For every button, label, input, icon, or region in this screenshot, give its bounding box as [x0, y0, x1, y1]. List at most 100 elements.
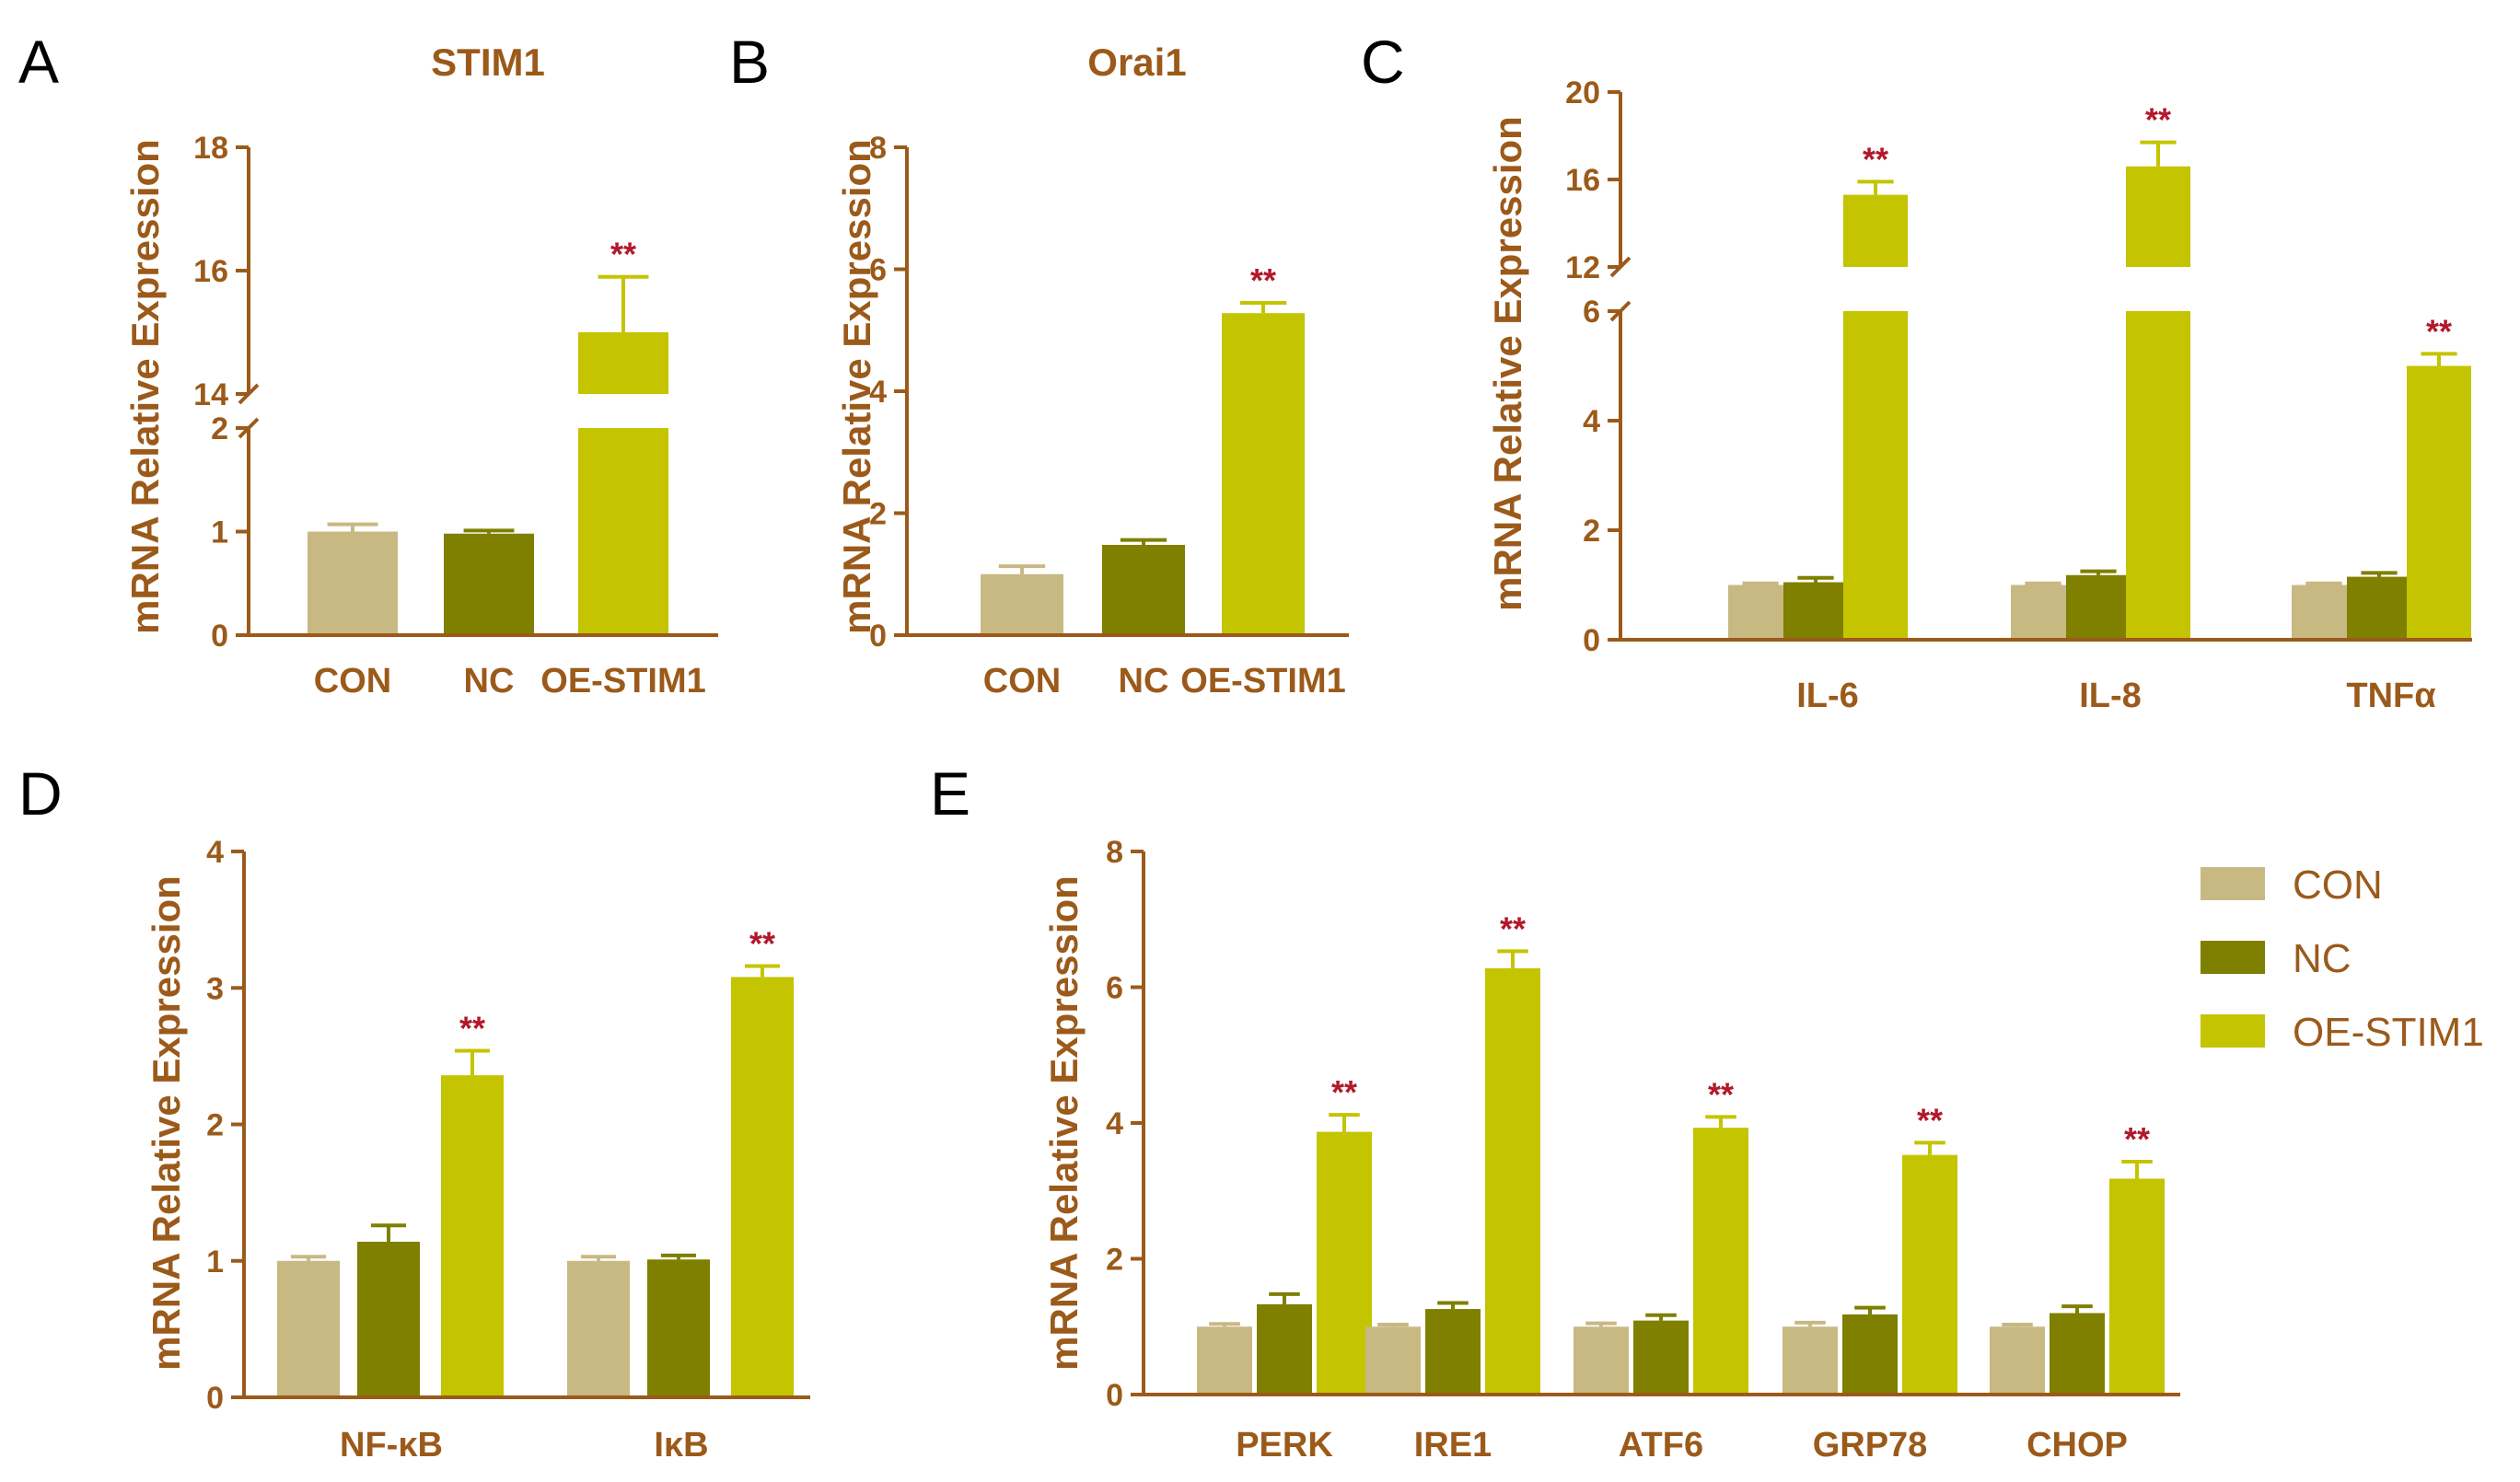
bar-atf6-nc [1633, 1320, 1689, 1393]
bar-il-8-con [2011, 585, 2075, 638]
y-tick-label: 4 [869, 375, 887, 410]
legend-label-nc: NC [2293, 936, 2352, 981]
bar-con [981, 573, 1063, 633]
y-tick-label: 0 [211, 619, 228, 654]
panel-label-d: D [18, 759, 63, 828]
y-tick-label: 1 [206, 1245, 224, 1279]
bar-con [308, 531, 398, 633]
y-tick-label: 0 [206, 1381, 224, 1416]
x-category-label: TNFα [2346, 677, 2435, 715]
y-axis-label: mRNA Relative Expression [123, 139, 167, 634]
bar-i-b-oe-stim1 [731, 977, 794, 1395]
x-category-label: CON [314, 662, 391, 700]
significance-marker: ** [749, 925, 775, 963]
y-tick-label: 8 [1106, 835, 1123, 870]
y-tick-label: 12 [1565, 250, 1600, 285]
bar-oe-stim1-upper [578, 332, 668, 394]
panel-label-a: A [18, 28, 59, 96]
y-tick-label: 2 [206, 1108, 224, 1143]
significance-marker: ** [1863, 140, 1888, 178]
y-tick-label: 4 [1106, 1106, 1123, 1141]
y-tick-label: 4 [206, 835, 224, 870]
y-tick-label: 16 [193, 254, 228, 289]
y-tick-label: 2 [869, 497, 887, 532]
panel-label-b: B [729, 28, 770, 96]
bar-ire1-nc [1425, 1309, 1481, 1393]
y-tick-label: 20 [1565, 75, 1600, 110]
bar-nf-b-oe-stim1 [441, 1075, 504, 1395]
y-tick-label: 3 [206, 971, 224, 1006]
bar-tnf-nc [2347, 576, 2411, 638]
bar-il-8-nc [2066, 574, 2131, 638]
x-category-label: IL-8 [2079, 677, 2142, 715]
chart-title: Orai1 [1087, 41, 1186, 84]
significance-marker: ** [2145, 101, 2171, 139]
y-tick-label: 14 [193, 377, 228, 412]
panel-label-c: C [1361, 28, 1405, 96]
x-category-label: IRE1 [1414, 1426, 1492, 1465]
bar-chop-oe-stim1 [2109, 1178, 2165, 1393]
y-tick-label: 0 [869, 619, 887, 654]
significance-marker: ** [459, 1009, 485, 1047]
bar-i-b-con [567, 1260, 630, 1395]
chart-panel-a: 0 1 214 16 18 mRNA Relative Expression STIM1 CO… [123, 41, 718, 700]
x-category-label: OE-STIM1 [540, 662, 705, 700]
chart-title: STIM1 [431, 41, 545, 84]
bar-tnf-oe-stim1 [2407, 365, 2471, 638]
significance-marker: ** [2426, 312, 2452, 350]
significance-marker: ** [2124, 1120, 2150, 1158]
bar-oe-stim1 [1222, 313, 1305, 633]
y-axis-label: mRNA Relative Expression [145, 875, 188, 1371]
bar-atf6-oe-stim1 [1693, 1128, 1748, 1393]
y-tick-label: 6 [1583, 295, 1600, 330]
significance-marker: ** [610, 236, 636, 273]
y-axis-label: mRNA Relative Expression [1486, 116, 1529, 611]
chart-panel-e: 0 2 4 6 8 mRNA Relative Expression PERK IRE1 ATF… [1042, 835, 2180, 1465]
bar-il-6-oe-stim1-upper [1843, 194, 1908, 267]
legend-label-con: CON [2293, 863, 2383, 908]
legend-swatch-oe-stim1 [2201, 1014, 2265, 1048]
bar-nc [444, 533, 534, 633]
bar-ire1-con [1365, 1326, 1421, 1393]
bar-perk-con [1197, 1326, 1252, 1393]
chart-panel-d: 0 1 2 3 4 mRNA Relative Expression NF-κB IκB ** *… [145, 835, 810, 1465]
bar-tnf-con [2292, 585, 2356, 638]
x-category-label: GRP78 [1813, 1426, 1928, 1465]
significance-marker: ** [1708, 1075, 1734, 1113]
legend: CON NC OE-STIM1 [2201, 863, 2484, 1055]
bar-il-6-nc [1783, 582, 1848, 638]
legend-swatch-nc [2201, 941, 2265, 974]
bar-perk-oe-stim1 [1317, 1131, 1372, 1393]
y-tick-label: 0 [1106, 1378, 1123, 1413]
bar-atf6-con [1574, 1326, 1629, 1393]
bar-il-8-oe-stim1 [2126, 311, 2190, 638]
chart-panel-c: 0 2 4 6 12 16 20 mRNA Relative Expression IL-6 IL… [1486, 75, 2472, 715]
y-tick-label: 2 [1583, 514, 1600, 549]
y-tick-label: 4 [1583, 404, 1600, 439]
y-tick-label: 2 [211, 411, 228, 446]
bar-chop-con [1990, 1326, 2045, 1393]
x-category-label: CON [983, 662, 1061, 700]
y-tick-label: 6 [869, 253, 887, 288]
bar-grp78-oe-stim1 [1902, 1154, 1957, 1393]
y-tick-label: 18 [193, 131, 228, 166]
bar-grp78-con [1783, 1326, 1838, 1393]
bar-nf-b-nc [357, 1241, 420, 1395]
bar-nc [1102, 544, 1185, 633]
significance-marker: ** [1331, 1073, 1357, 1111]
y-tick-label: 6 [1106, 971, 1123, 1006]
y-tick-label: 16 [1565, 163, 1600, 198]
y-axis-label: mRNA Relative Expression [835, 139, 878, 634]
x-category-label: NF-κB [340, 1426, 443, 1465]
y-axis-label: mRNA Relative Expression [1042, 875, 1086, 1371]
bar-nf-b-con [277, 1260, 340, 1395]
y-tick-label: 1 [211, 515, 228, 550]
y-tick-label: 8 [869, 131, 887, 166]
bar-ire1-oe-stim1 [1485, 967, 1540, 1393]
x-category-label: IκB [654, 1426, 708, 1465]
significance-marker: ** [1250, 261, 1276, 299]
panel-label-e: E [930, 759, 970, 828]
legend-label-oe-stim1: OE-STIM1 [2293, 1010, 2484, 1055]
